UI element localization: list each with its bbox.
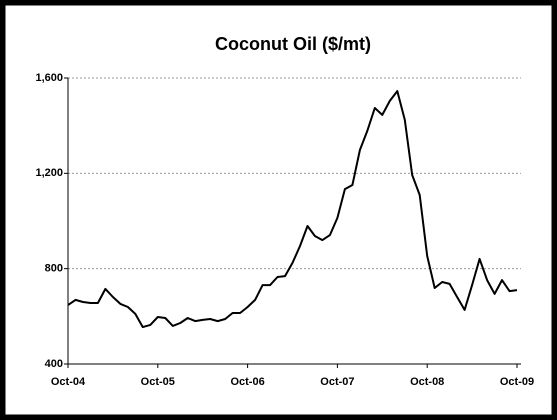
y-tick-label: 1,200 xyxy=(35,167,63,179)
y-tick-label: 800 xyxy=(45,263,63,275)
y-tick-label: 1,600 xyxy=(35,72,63,84)
x-tick-label: Oct-09 xyxy=(500,376,534,388)
x-tick-label: Oct-04 xyxy=(51,376,86,388)
line xyxy=(67,90,518,329)
x-tick-label: Oct-07 xyxy=(320,376,354,388)
x-tick-label: Oct-06 xyxy=(230,376,264,388)
background xyxy=(5,5,552,415)
chart-title: Coconut Oil ($/mt) xyxy=(215,34,371,54)
x-tick-label: Oct-08 xyxy=(410,376,444,388)
x-tick-label: Oct-05 xyxy=(141,376,175,388)
y-tick-label: 400 xyxy=(45,358,63,370)
